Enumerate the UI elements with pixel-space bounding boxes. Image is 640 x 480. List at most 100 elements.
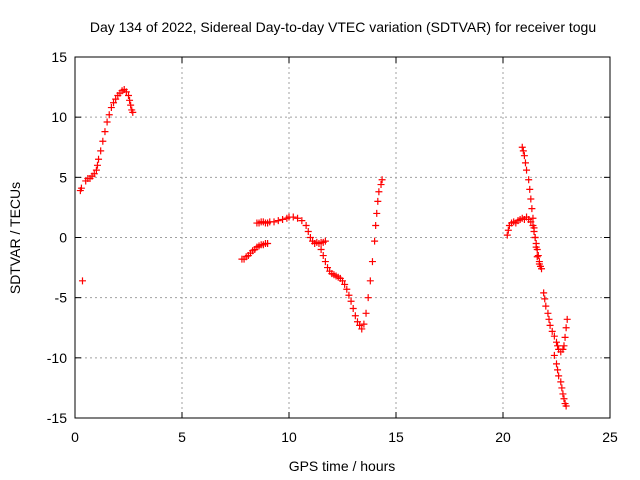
data-point bbox=[103, 118, 111, 126]
data-point bbox=[105, 111, 113, 119]
data-point bbox=[129, 108, 137, 116]
data-point bbox=[530, 224, 538, 232]
data-point bbox=[343, 285, 351, 293]
y-tick-label: -5 bbox=[55, 290, 68, 306]
data-point bbox=[97, 147, 105, 155]
data-point bbox=[563, 315, 571, 323]
data-point bbox=[548, 327, 556, 335]
y-tick-label: 5 bbox=[59, 169, 67, 185]
data-point bbox=[534, 252, 542, 260]
data-point bbox=[531, 234, 539, 241]
data-point bbox=[289, 213, 297, 221]
data-point bbox=[341, 280, 349, 288]
data-point bbox=[353, 318, 361, 326]
data-point bbox=[562, 324, 570, 332]
data-point bbox=[535, 260, 543, 268]
data-point bbox=[122, 88, 130, 96]
y-tick-label: -15 bbox=[47, 410, 67, 426]
data-point bbox=[546, 321, 554, 329]
data-point bbox=[550, 332, 558, 340]
data-point bbox=[127, 101, 135, 109]
data-point bbox=[526, 185, 534, 193]
data-point bbox=[540, 289, 548, 297]
data-point bbox=[306, 234, 314, 241]
x-tick-label: 20 bbox=[495, 429, 511, 445]
data-point bbox=[562, 402, 570, 410]
data-point bbox=[92, 166, 100, 174]
data-point bbox=[527, 195, 535, 203]
data-point bbox=[373, 209, 381, 217]
data-point bbox=[90, 170, 98, 178]
data-point bbox=[107, 104, 115, 112]
data-point bbox=[554, 342, 562, 350]
data-point bbox=[527, 218, 535, 226]
data-point bbox=[339, 277, 346, 285]
data-point bbox=[545, 315, 553, 323]
data-point bbox=[541, 295, 549, 303]
data-point bbox=[366, 277, 374, 285]
data-point bbox=[533, 253, 541, 261]
data-point bbox=[371, 237, 379, 245]
y-tick-label: -10 bbox=[47, 350, 67, 366]
data-point bbox=[347, 297, 355, 305]
data-point bbox=[264, 240, 272, 248]
data-point bbox=[377, 181, 385, 189]
data-point bbox=[555, 372, 563, 380]
data-point bbox=[529, 214, 537, 222]
data-point bbox=[345, 291, 353, 299]
data-point bbox=[532, 243, 540, 251]
data-point bbox=[270, 218, 278, 226]
x-axis-label: GPS time / hours bbox=[289, 458, 396, 474]
data-point bbox=[503, 231, 511, 239]
data-point bbox=[317, 246, 325, 254]
data-point bbox=[375, 188, 383, 196]
data-point bbox=[319, 252, 327, 260]
y-tick-label: 15 bbox=[51, 49, 67, 65]
data-point bbox=[558, 384, 566, 392]
data-point bbox=[553, 338, 560, 346]
data-point bbox=[525, 176, 533, 184]
x-tick-label: 25 bbox=[602, 429, 618, 445]
data-point bbox=[523, 166, 531, 174]
data-point bbox=[279, 215, 287, 223]
x-tick-label: 15 bbox=[388, 429, 404, 445]
data-point bbox=[560, 395, 568, 403]
data-point bbox=[302, 221, 310, 229]
data-point bbox=[519, 147, 527, 155]
y-tick-label: 0 bbox=[59, 230, 67, 246]
data-point bbox=[126, 96, 134, 104]
data-point bbox=[95, 155, 103, 163]
data-point bbox=[321, 258, 329, 266]
data-point bbox=[538, 265, 546, 273]
data-point bbox=[125, 92, 132, 100]
x-tick-label: 5 bbox=[178, 429, 186, 445]
data-point bbox=[294, 214, 302, 222]
data-point bbox=[374, 197, 382, 205]
data-point bbox=[112, 95, 120, 103]
data-point bbox=[518, 143, 526, 151]
data-point bbox=[364, 294, 372, 302]
data-point bbox=[528, 205, 536, 213]
data-point bbox=[321, 237, 329, 245]
data-point bbox=[557, 378, 565, 386]
chart-title: Day 134 of 2022, Sidereal Day-to-day VTE… bbox=[90, 19, 596, 35]
data-point bbox=[559, 345, 567, 353]
data-point bbox=[504, 226, 512, 234]
data-point bbox=[520, 152, 528, 160]
data-point bbox=[351, 312, 359, 320]
y-tick-label: 10 bbox=[51, 109, 67, 125]
data-point bbox=[378, 176, 386, 184]
x-axis: 0 5 10 15 20 25 bbox=[71, 57, 618, 445]
data-point bbox=[360, 320, 368, 328]
data-point bbox=[349, 304, 357, 312]
data-point bbox=[110, 99, 118, 107]
data-point bbox=[358, 325, 366, 333]
data-point bbox=[559, 390, 567, 398]
grid bbox=[75, 57, 610, 418]
data-point bbox=[560, 342, 568, 350]
data-point bbox=[554, 366, 562, 374]
data-point bbox=[101, 128, 109, 136]
data-point bbox=[362, 309, 370, 317]
data-point bbox=[78, 277, 86, 285]
